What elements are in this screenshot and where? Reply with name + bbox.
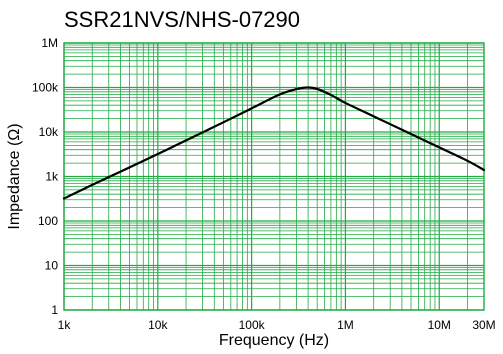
y-tick-label: 1M <box>41 36 58 50</box>
y-tick-label: 10 <box>45 259 59 273</box>
y-axis-label: Impedance (Ω) <box>6 123 23 229</box>
tick-layer: 1k 10k 100k 1M 10M 30M 1 10 100 1k 10k 100k 1M <box>32 36 496 332</box>
y-tick-label: 100k <box>32 81 59 95</box>
x-axis-label: Frequency (Hz) <box>219 332 329 349</box>
grid-layer <box>63 42 485 311</box>
y-tick-label: 10k <box>39 125 59 139</box>
x-tick-label: 10M <box>428 318 451 332</box>
x-tick-label: 100k <box>239 318 266 332</box>
plot-frame <box>63 42 485 311</box>
y-tick-label: 1 <box>51 303 58 317</box>
x-tick-label: 1k <box>58 318 72 332</box>
y-tick-label: 100 <box>38 214 58 228</box>
x-tick-label: 30M <box>472 318 495 332</box>
x-tick-label: 1M <box>337 318 354 332</box>
line-layer <box>62 86 486 200</box>
chart-title: SSR21NVS/NHS-07290 <box>64 7 301 32</box>
y-tick-label: 1k <box>45 170 59 184</box>
impedance-series-line-0 <box>62 86 486 200</box>
x-tick-label: 10k <box>148 318 168 332</box>
